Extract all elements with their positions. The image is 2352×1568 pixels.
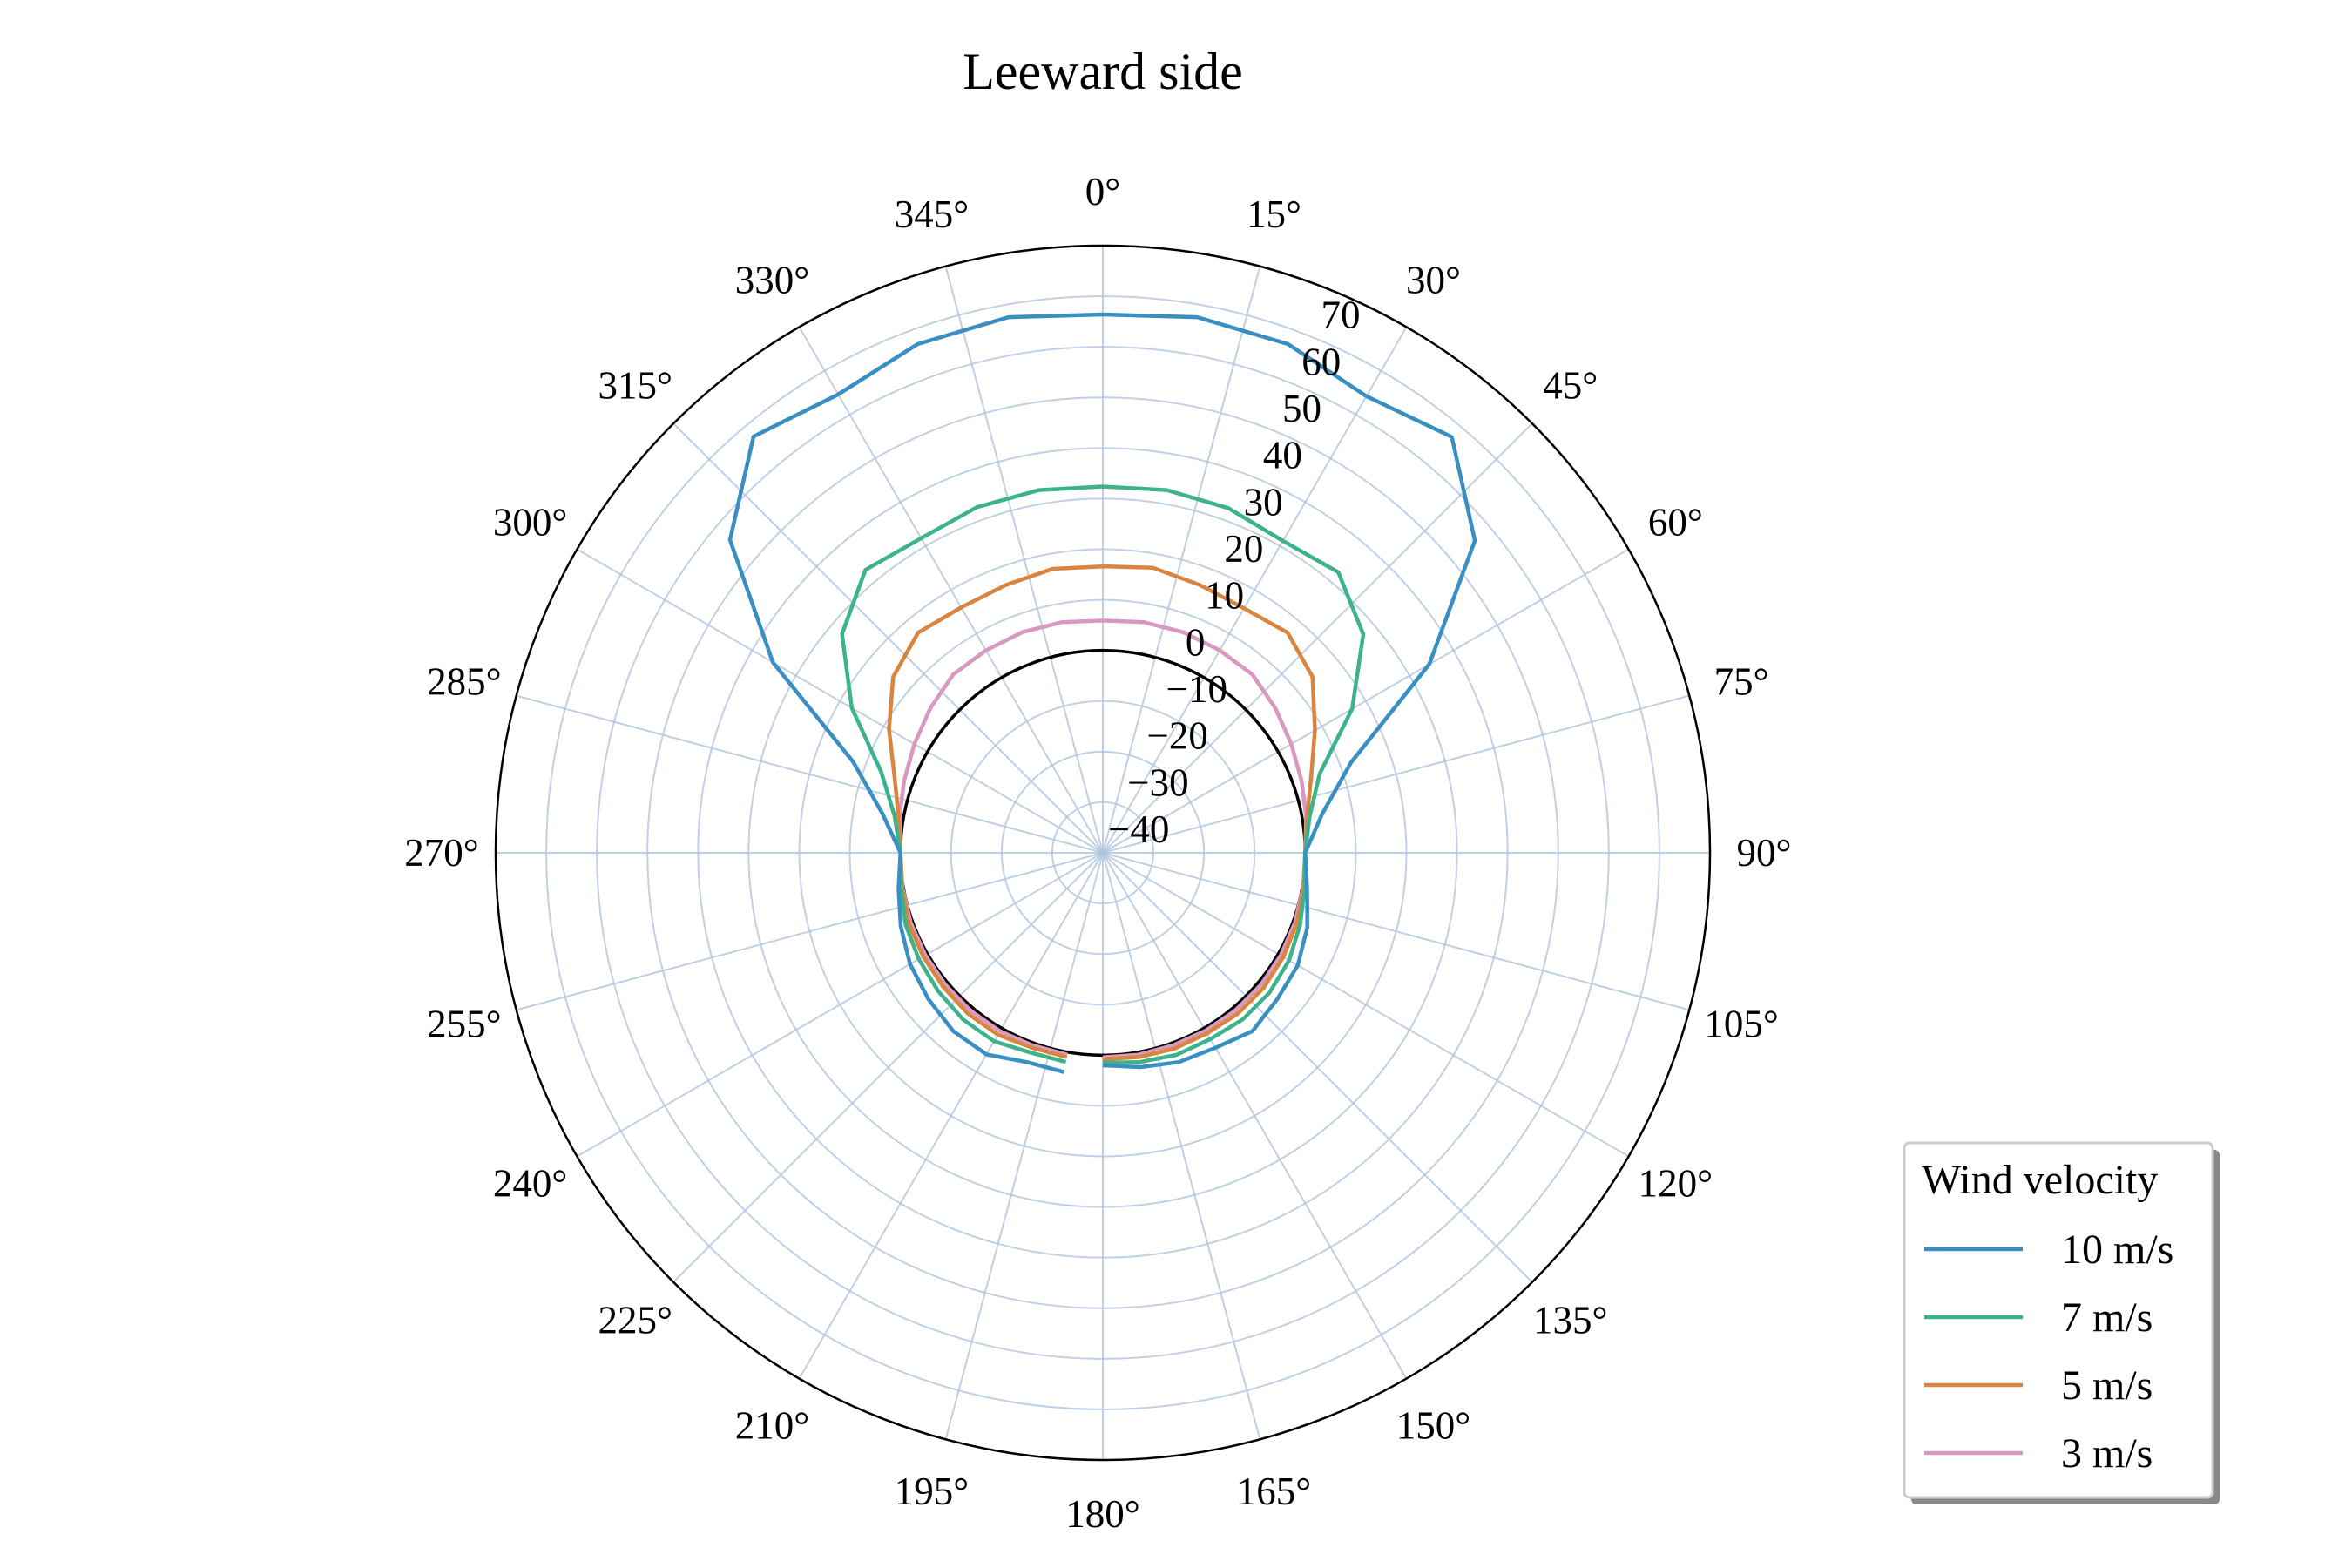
theta-gridline — [944, 266, 1104, 854]
r-tick-label: −40 — [1108, 808, 1169, 851]
r-tick-label: 20 — [1224, 527, 1263, 571]
polar-grid — [494, 244, 1712, 1462]
theta-gridline — [798, 326, 1104, 854]
legend-label: 5 m/s — [2061, 1362, 2153, 1409]
theta-tick-label: 270° — [404, 831, 479, 875]
theta-tick-label: 150° — [1396, 1403, 1471, 1447]
theta-gridline — [1102, 852, 1690, 1011]
r-tick-label: 40 — [1263, 434, 1302, 477]
theta-tick-label: 210° — [735, 1403, 810, 1447]
series-line-7-m-s — [840, 484, 1366, 1065]
theta-tick-labels: 0° 15° 30° 45° 60° 75° 90° 105° 120° 135° 150° 165°… — [404, 170, 1791, 1536]
outer-frame — [494, 244, 1712, 1462]
theta-gridline — [1102, 852, 1261, 1440]
r-tick-label: 70 — [1321, 294, 1361, 337]
theta-tick-label: 165° — [1237, 1470, 1312, 1513]
theta-gridline — [1102, 852, 1408, 1380]
theta-tick-label: 60° — [1648, 501, 1703, 544]
r-tick-label: 50 — [1282, 387, 1321, 430]
theta-gridline — [576, 548, 1104, 854]
r-tick-label: 10 — [1205, 574, 1244, 618]
theta-tick-label: 180° — [1065, 1492, 1140, 1536]
legend: Wind velocity 10 m/s 7 m/s 5 m/s 3 m/s — [1903, 1141, 2220, 1504]
theta-tick-label: 255° — [427, 1002, 502, 1045]
theta-tick-label: 345° — [895, 193, 970, 236]
series-line-10-m-s — [727, 312, 1477, 1074]
legend-label: 7 m/s — [2061, 1294, 2153, 1341]
theta-tick-label: 330° — [735, 259, 810, 302]
theta-gridline — [672, 852, 1104, 1283]
theta-tick-label: 195° — [895, 1470, 970, 1513]
series-line-5-m-s — [887, 564, 1317, 1062]
r-tick-label: 60 — [1301, 340, 1341, 383]
theta-gridline — [798, 852, 1104, 1380]
theta-tick-label: 225° — [598, 1299, 673, 1342]
theta-gridline — [1102, 266, 1261, 854]
theta-tick-label: 240° — [493, 1162, 568, 1206]
theta-gridline — [1102, 694, 1690, 854]
theta-gridline — [1102, 548, 1630, 854]
legend-label: 10 m/s — [2061, 1227, 2173, 1273]
theta-gridline — [516, 694, 1104, 854]
r-tick-label: −10 — [1166, 667, 1227, 711]
legend-label: 3 m/s — [2061, 1430, 2153, 1477]
theta-tick-label: 285° — [427, 660, 502, 704]
theta-tick-label: 120° — [1639, 1162, 1713, 1206]
legend-box — [1903, 1141, 2214, 1499]
chart-title: Leeward side — [963, 43, 1243, 100]
theta-tick-label: 0° — [1085, 170, 1121, 213]
theta-gridline — [516, 852, 1104, 1011]
theta-tick-label: 30° — [1406, 259, 1461, 302]
theta-tick-label: 105° — [1704, 1002, 1779, 1045]
theta-gridline — [944, 852, 1104, 1440]
series-line-3-m-s — [897, 618, 1308, 1059]
theta-tick-label: 300° — [493, 501, 568, 544]
theta-tick-label: 45° — [1543, 363, 1598, 407]
theta-gridline — [1102, 422, 1533, 854]
series-lines — [727, 312, 1477, 1074]
theta-gridline — [576, 852, 1104, 1158]
theta-gridline — [1102, 326, 1408, 854]
theta-tick-label: 135° — [1533, 1299, 1608, 1342]
theta-gridline — [1102, 852, 1630, 1158]
theta-tick-label: 315° — [598, 363, 673, 407]
r-tick-label: −30 — [1127, 760, 1188, 804]
theta-tick-label: 75° — [1714, 660, 1769, 704]
r-tick-label: 0 — [1186, 620, 1206, 664]
r-tick-label: −20 — [1146, 714, 1207, 758]
theta-tick-label: 15° — [1247, 193, 1301, 236]
theta-tick-label: 90° — [1737, 831, 1792, 875]
theta-gridline — [672, 422, 1104, 854]
r-tick-label: 30 — [1244, 480, 1283, 524]
theta-gridline — [1102, 852, 1533, 1283]
legend-title: Wind velocity — [1922, 1157, 2158, 1203]
